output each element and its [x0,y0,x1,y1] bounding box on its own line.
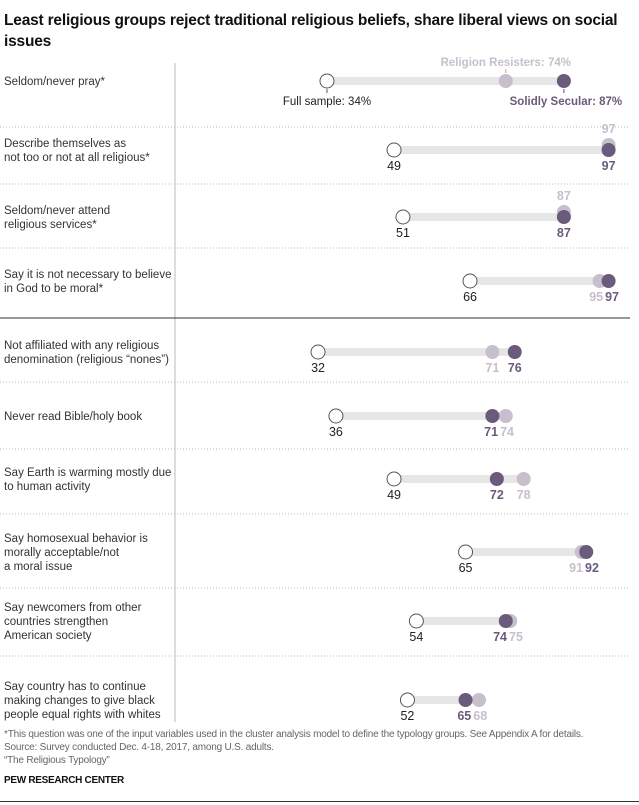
label-religion-resisters: 87 [557,189,571,203]
dot-full-sample [458,544,474,560]
footnote: *This question was one of the input vari… [4,729,584,740]
row-label: people equal rights with whites [4,709,161,721]
dot-solidly-secular [458,693,473,707]
label-religion-resisters: 68 [473,709,487,723]
label-full-sample: 66 [463,290,477,304]
legend-religion-resisters: Religion Resisters: 74% [441,57,571,69]
row-label: to human activity [4,481,91,493]
label-religion-resisters: 74 [500,425,514,439]
dot-full-sample [386,142,402,158]
legend-full-sample: Full sample: 34% [283,96,371,108]
label-solidly-secular: 65 [457,709,471,723]
dot-full-sample [399,692,415,708]
label-religion-resisters: 97 [602,122,616,136]
row-label: a moral issue [4,561,72,573]
dot-religion-resisters [516,472,531,486]
dot-full-sample [310,344,326,360]
row-label: Seldom/never attend [4,205,110,217]
row-label: Say homosexual behavior is [4,533,148,545]
label-religion-resisters: 71 [485,361,499,375]
label-solidly-secular: 97 [602,159,616,173]
dot-solidly-secular [601,143,616,157]
label-full-sample: 49 [387,488,401,502]
row-label: Say Earth is warming mostly due [4,467,171,479]
dot-full-sample [408,613,424,629]
label-solidly-secular: 74 [493,630,507,644]
row-label: Not affiliated with any religious [4,340,159,352]
pew-logo-text: PEW RESEARCH CENTER [4,775,124,786]
dot-solidly-secular [556,74,571,88]
report-note: “The Religious Typology” [4,755,110,766]
row-label: American society [4,630,92,642]
dot-solidly-secular [556,210,571,224]
source-note: Source: Survey conducted Dec. 4-18, 2017… [4,742,274,753]
dot-religion-resisters [498,74,513,88]
label-religion-resisters: 95 [589,290,603,304]
dot-religion-resisters [498,409,513,423]
label-full-sample: 36 [329,425,343,439]
label-solidly-secular: 87 [557,226,571,240]
dot-full-sample [462,273,478,289]
dot-full-sample [319,73,335,89]
label-religion-resisters: 91 [569,561,583,575]
row-label: Say newcomers from other [4,602,142,614]
label-religion-resisters: 75 [509,630,523,644]
dot-solidly-secular [579,545,594,559]
legend-solidly-secular: Solidly Secular: 87% [510,96,623,108]
row-label: Say it is not necessary to believe [4,269,171,281]
row-label: Seldom/never pray* [4,76,106,88]
dot-solidly-secular [601,274,616,288]
row-label: in God to be moral* [4,283,104,295]
dot-solidly-secular [489,472,504,486]
dot-full-sample [386,471,402,487]
label-full-sample: 52 [400,709,414,723]
dot-chart: Seldom/never pray* Full sample: 34% Solidl… [0,57,630,723]
row-label: Say country has to continue [4,681,146,693]
dot-full-sample [395,209,411,225]
label-full-sample: 51 [396,226,410,240]
row-label: Never read Bible/holy book [4,411,142,423]
row-label: morally acceptable/not [4,547,120,559]
row-label: denomination (religious “nones”) [4,354,169,366]
label-full-sample: 49 [387,159,401,173]
dot-solidly-secular [507,345,522,359]
row-label: countries strengthen [4,616,108,628]
label-solidly-secular: 72 [490,488,504,502]
label-full-sample: 54 [409,630,423,644]
dot-religion-resisters [471,693,486,707]
chart-title: Least religious groups reject traditiona… [4,12,618,50]
row-label: making changes to give black [4,695,155,707]
label-full-sample: 65 [459,561,473,575]
dot-solidly-secular [498,614,513,628]
dot-full-sample [328,408,344,424]
label-solidly-secular: 92 [585,561,599,575]
label-solidly-secular: 71 [484,425,498,439]
bottom-rule [0,801,639,802]
row-label: religious services* [4,219,97,231]
dot-religion-resisters [485,345,500,359]
label-full-sample: 32 [311,361,325,375]
dot-solidly-secular [485,409,500,423]
row-label: not too or not at all religious* [4,152,150,164]
label-religion-resisters: 78 [517,488,531,502]
label-solidly-secular: 76 [508,361,522,375]
row-label: Describe themselves as [4,138,126,150]
label-solidly-secular: 97 [605,290,619,304]
